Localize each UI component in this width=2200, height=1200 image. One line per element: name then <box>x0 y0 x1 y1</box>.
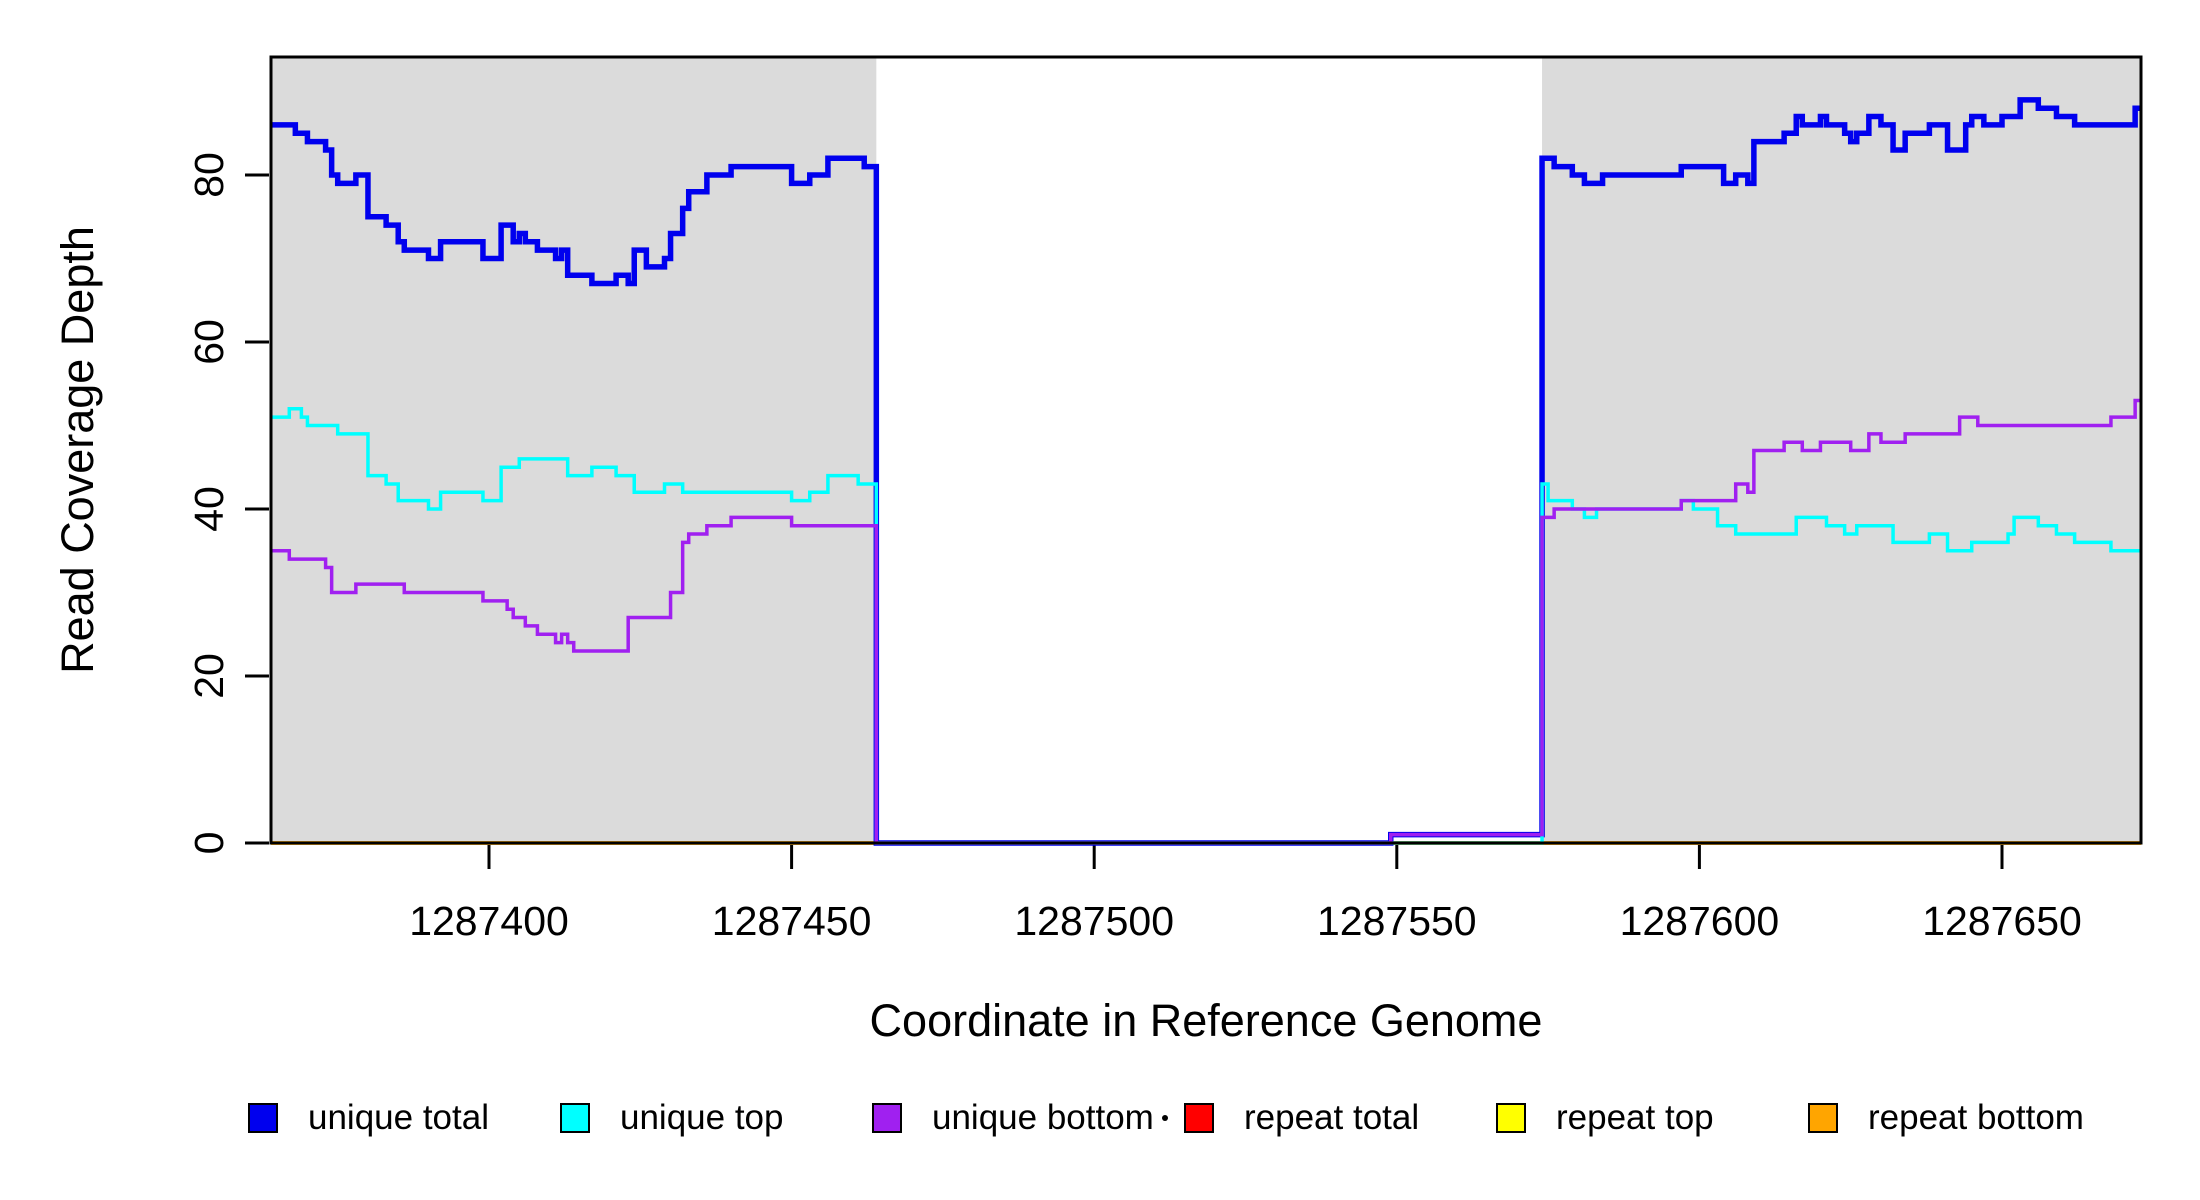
legend-entry-unique-total: unique total <box>248 1098 489 1138</box>
legend-swatch-unique-bottom <box>872 1103 902 1133</box>
legend-swatch-unique-total <box>248 1103 278 1133</box>
legend-swatch-repeat-total <box>1184 1103 1214 1133</box>
legend: unique total unique top unique bottom repea… <box>0 1098 2200 1142</box>
y-tick-label: 40 <box>186 486 232 532</box>
x-tick-label: 1287650 <box>1922 898 2082 944</box>
legend-stray-dot <box>1162 1115 1168 1121</box>
y-tick-label: 20 <box>186 653 232 699</box>
y-axis-title: Read Coverage Depth <box>52 226 103 674</box>
legend-label: unique total <box>308 1098 489 1137</box>
legend-label: unique bottom <box>932 1098 1154 1137</box>
x-tick-label: 1287550 <box>1317 898 1477 944</box>
shaded-region-2 <box>1542 57 2142 843</box>
x-tick-label: 1287500 <box>1014 898 1174 944</box>
legend-swatch-unique-top <box>560 1103 590 1133</box>
legend-label: repeat total <box>1244 1098 1420 1137</box>
series-unique-bottom <box>271 398 2142 845</box>
y-tick-label: 80 <box>186 152 232 198</box>
legend-entry-unique-bottom: unique bottom <box>872 1098 1154 1138</box>
legend-entry-unique-top: unique top <box>560 1098 783 1138</box>
legend-swatch-repeat-top <box>1496 1103 1526 1133</box>
legend-label: repeat top <box>1556 1098 1714 1137</box>
series-unique-total <box>271 97 2142 846</box>
legend-swatch-repeat-bottom <box>1808 1103 1838 1133</box>
legend-label: unique top <box>620 1098 784 1137</box>
x-tick-label: 1287400 <box>409 898 569 944</box>
y-tick-label: 60 <box>186 319 232 365</box>
plot-border <box>269 55 2143 845</box>
x-tick-label: 1287450 <box>712 898 872 944</box>
legend-label: repeat bottom <box>1868 1098 2084 1137</box>
shaded-region-1 <box>271 57 877 843</box>
legend-entry-repeat-bottom: repeat bottom <box>1808 1098 2084 1138</box>
legend-entry-repeat-total: repeat total <box>1184 1098 1419 1138</box>
y-tick-label: 0 <box>186 832 232 855</box>
x-axis-title: Coordinate in Reference Genome <box>869 995 1543 1046</box>
legend-entry-repeat-top: repeat top <box>1496 1098 1714 1138</box>
x-tick-label: 1287600 <box>1620 898 1780 944</box>
